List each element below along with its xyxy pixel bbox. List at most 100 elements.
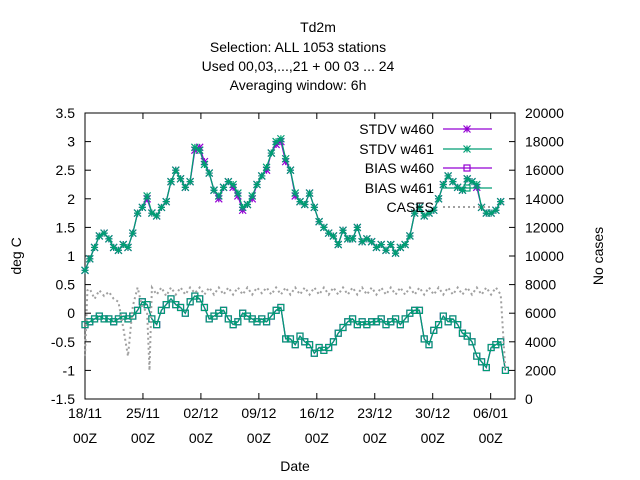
- data-point: [439, 312, 447, 320]
- data-point: [229, 180, 238, 189]
- data-point: [85, 254, 94, 263]
- data-point: [257, 171, 266, 180]
- series-line: [84, 140, 502, 271]
- data-point: [104, 234, 113, 243]
- data-point: [482, 209, 491, 218]
- data-point: [281, 154, 290, 163]
- y-tick-label: 3.5: [56, 105, 76, 121]
- data-point: [300, 200, 309, 209]
- data-point: [463, 174, 472, 183]
- legend-label: CASES: [387, 199, 434, 215]
- data-point: [224, 177, 233, 186]
- data-point: [420, 212, 429, 220]
- data-point: [324, 229, 333, 238]
- y-tick-label: 2: [67, 191, 75, 207]
- data-point: [296, 332, 304, 340]
- data-point: [377, 315, 385, 323]
- data-point: [348, 234, 357, 243]
- series-line: [84, 284, 507, 371]
- data-point: [282, 335, 290, 343]
- data-point: [171, 166, 180, 175]
- data-point: [248, 192, 257, 200]
- data-point: [434, 194, 443, 203]
- x-axis-ticks: 18/11 00Z 25/11 00Z 02/12 00Z 09/12 00Z 16/12 00Z…: [68, 113, 508, 446]
- x-tick-label: 09/12: [241, 405, 276, 421]
- data-point: [200, 303, 209, 312]
- legend-marker: [463, 145, 471, 153]
- data-point: [157, 203, 166, 212]
- data-point: [319, 223, 328, 232]
- data-point: [267, 149, 276, 157]
- data-point: [276, 134, 285, 143]
- data-point: [291, 189, 300, 198]
- data-point: [310, 349, 318, 357]
- y2-tick-label: 14000: [525, 191, 564, 207]
- data-point: [210, 186, 218, 195]
- data-point: [496, 197, 505, 206]
- data-point: [95, 232, 104, 240]
- x-tick-label: 00Z: [421, 430, 446, 446]
- chart-title: Td2m Selection: ALL 1053 stations Used 0…: [202, 19, 395, 93]
- data-point: [343, 234, 352, 243]
- y2-tick-label: 8000: [525, 277, 556, 293]
- x-axis-label: Date: [280, 458, 310, 474]
- data-point: [90, 243, 99, 252]
- y-axis-label: deg C: [8, 237, 24, 274]
- data-point: [224, 315, 232, 323]
- y2-axis-label: No cases: [590, 227, 606, 285]
- data-point: [162, 301, 170, 309]
- data-point: [219, 183, 228, 192]
- data-point: [339, 323, 347, 332]
- data-point: [167, 177, 175, 186]
- data-point: [382, 246, 390, 255]
- data-point: [430, 326, 438, 334]
- data-point: [339, 226, 347, 235]
- legend-marker: [463, 164, 471, 172]
- data-point: [147, 209, 156, 218]
- data-point: [124, 243, 132, 252]
- data-point: [119, 240, 128, 249]
- x-tick-label: 00Z: [479, 430, 504, 446]
- data-point: [157, 306, 166, 314]
- data-point: [401, 240, 410, 249]
- data-point: [186, 177, 195, 186]
- title-line-1: Td2m: [300, 19, 336, 35]
- data-point: [425, 209, 433, 218]
- data-point: [482, 363, 490, 372]
- series-cases: [84, 284, 507, 371]
- data-point: [272, 137, 281, 146]
- data-point: [401, 315, 409, 323]
- data-point: [176, 174, 185, 183]
- data-point: [195, 146, 204, 155]
- data-point: [358, 237, 367, 246]
- data-point: [100, 315, 108, 323]
- data-point: [176, 303, 185, 312]
- series-bias-w460: [81, 292, 510, 374]
- data-point: [367, 237, 376, 246]
- data-point: [243, 200, 252, 209]
- x-tick-label: 06/01: [473, 405, 508, 421]
- data-point: [205, 169, 214, 177]
- data-point: [114, 246, 123, 255]
- data-point: [334, 240, 343, 249]
- data-point: [415, 203, 424, 212]
- y2-axis-ticks: 0 2000 4000 6000 8000 10000 12000 14000 16000 180…: [509, 105, 564, 407]
- data-point: [152, 212, 161, 220]
- x-tick-label: 00Z: [189, 430, 214, 446]
- data-point: [444, 171, 453, 180]
- data-point: [109, 243, 118, 252]
- x-tick-label: 00Z: [73, 430, 98, 446]
- data-point: [468, 338, 476, 346]
- data-point: [405, 232, 414, 240]
- data-point: [396, 243, 405, 252]
- data-point: [81, 266, 89, 275]
- legend-label: BIAS w461: [365, 180, 434, 196]
- data-point: [491, 206, 500, 215]
- series-stdv-w461: [81, 134, 505, 275]
- data-point: [429, 206, 438, 215]
- data-point: [368, 318, 376, 326]
- data-point: [219, 306, 228, 314]
- data-point: [214, 192, 223, 200]
- legend-label: BIAS w460: [365, 160, 434, 176]
